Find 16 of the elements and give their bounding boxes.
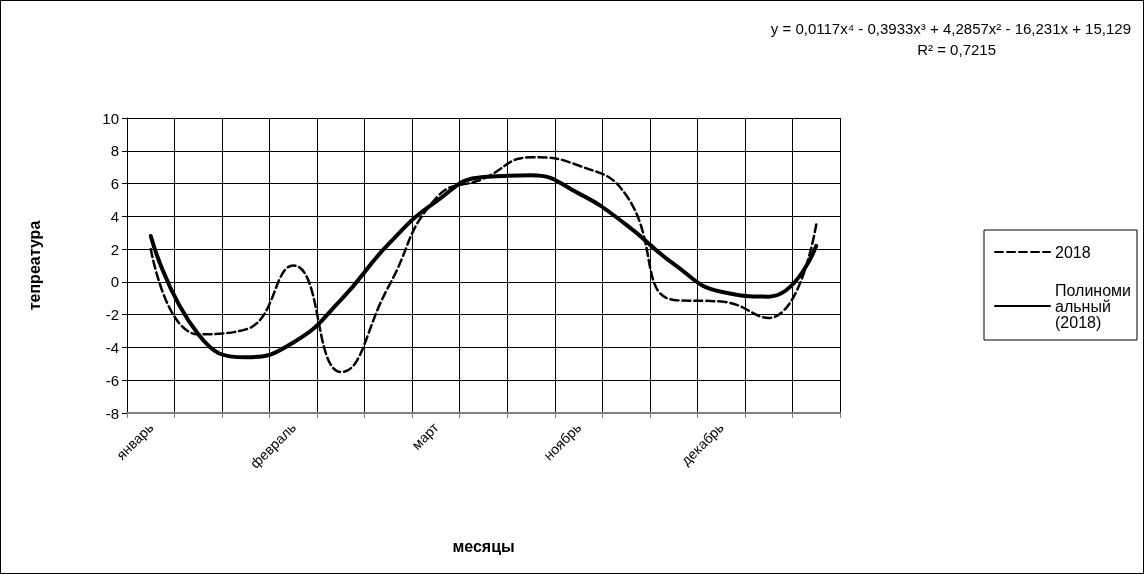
text: R² = 0,7215: [917, 41, 997, 58]
y-axis-title: тепреатура: [25, 220, 43, 311]
text: y = 0,0117x⁴ - 0,3933x³ + 4,2857x² - 16,231x + 15,129: [770, 20, 1132, 37]
y-tick-label: -8: [105, 404, 119, 422]
y-tick-label: -2: [105, 306, 119, 324]
y-tick-label: -4: [105, 338, 119, 356]
legend-label: 2018: [1055, 243, 1091, 261]
y-tick-label: 4: [110, 207, 119, 225]
y-tick-label: -6: [105, 371, 119, 389]
y-tick-label: 2: [110, 240, 119, 258]
x-axis-title: месяцы: [452, 537, 515, 555]
y-tick-label: 6: [110, 175, 119, 193]
y-tick-label: 0: [110, 273, 119, 291]
y-tick-label: 8: [110, 142, 119, 160]
y-tick-label: 10: [102, 109, 119, 127]
legend-label: Полиномиальный (2018): [1055, 281, 1132, 331]
